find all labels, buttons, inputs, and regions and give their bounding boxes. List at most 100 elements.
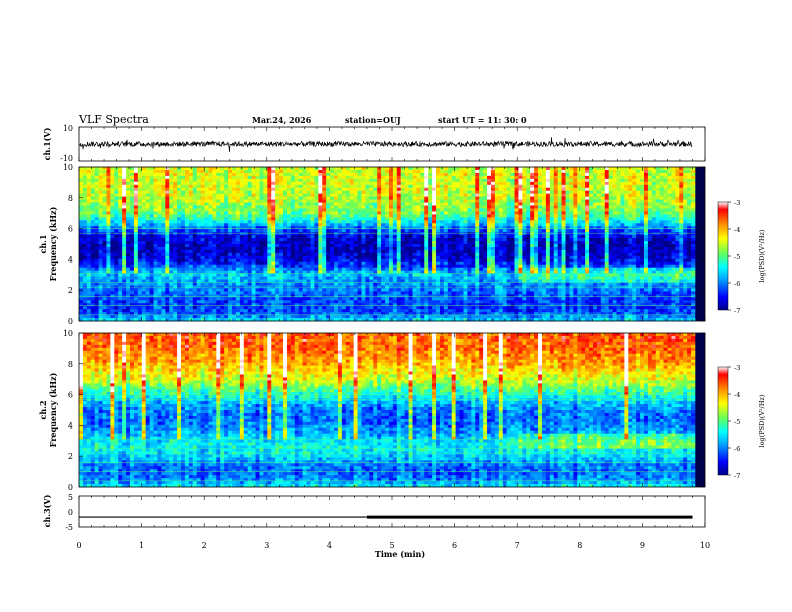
spectrogram-cell [161,294,166,298]
spectrogram-cell [243,169,249,174]
spectrogram-cell [110,193,115,197]
spectrogram-cell [216,241,221,245]
spectrogram-cell [388,175,394,180]
spectrogram-cell [400,261,405,266]
spectrogram-cell [247,226,252,230]
spectrogram-cell [110,205,115,209]
spectrogram-cell [298,187,303,191]
spectrogram-cell [416,273,421,277]
spectrogram-cell [212,288,217,292]
spectrogram-cell [286,246,292,251]
spectrogram-cell [122,318,127,322]
spectrogram-cell [192,175,197,180]
spectrogram-cell [341,226,347,230]
spectrogram-cell [259,193,264,197]
spectrogram-cell [145,220,150,224]
spectrogram-cell [263,190,268,194]
spectrogram-cell [294,208,300,212]
spectrogram-cell [400,223,405,227]
spectrogram-cell [361,232,366,236]
spectrogram-cell [267,181,272,186]
spectrogram-cell [126,211,131,215]
spectrogram-cell [232,282,237,286]
spectrogram-cell [235,202,241,206]
spectrogram-cell [133,235,139,239]
spectrogram-cell [408,214,413,218]
spectrogram-cell [341,211,347,215]
spectrogram-cell [443,267,449,271]
spectrogram-cell [259,244,264,248]
spectrogram-cell [126,208,131,212]
spectrogram-cell [283,255,288,260]
spectrogram-cell [106,261,111,266]
spectrogram-cell [341,202,347,206]
spectrogram-cell [232,279,237,283]
spectrogram-cell [283,264,288,268]
spectrogram-cell [341,169,347,174]
spectrogram-cell [130,223,135,227]
spectrogram-cell [416,309,421,313]
spectrogram-cell [286,255,292,260]
spectrogram-cell [259,178,264,183]
spectrogram-cell [157,258,162,263]
spectrogram-cell [353,282,358,286]
spectrogram-cell [130,249,135,254]
spectrogram-cell [373,312,378,316]
spectrogram-cell [243,270,249,274]
spectrogram-cell [86,303,92,307]
spectrogram-cell [157,255,162,260]
spectrogram-cell [361,258,366,263]
spectrogram-cell [373,202,378,206]
spectrogram-cell [392,229,398,233]
spectrogram-cell [428,223,433,227]
spectrogram-cell [286,178,292,183]
spectrogram-cell [369,241,374,245]
spectrogram-cell [275,184,280,189]
spectrogram-cell [126,297,131,301]
spectrogram-cell [232,309,237,313]
spectrogram-cell [322,279,327,283]
spectrogram-cell [369,205,374,209]
spectrogram-cell [298,167,303,171]
spectrogram-cell [443,288,449,292]
spectrogram-cell [357,211,362,215]
spectrogram-cell [243,246,249,251]
spectrogram-cell [396,303,402,307]
spectrogram-cell [385,279,390,283]
spectrogram-cell [247,297,252,301]
spectrogram-cell [377,246,382,251]
spectrogram-cell [82,223,88,227]
spectrogram-cell [157,238,162,242]
spectrogram-cell [377,172,382,177]
spectrogram-cell [243,273,249,277]
spectrogram-cell [349,276,354,280]
spectrogram-cell [412,211,417,215]
spectrogram-cell [322,190,327,194]
spectrogram-cell [279,315,284,319]
spectrogram-cell [424,315,429,319]
spectrogram-cell [396,318,402,322]
spectrogram-cell [396,238,402,242]
station-label: station=OUJ [345,115,401,125]
spectrogram-cell [424,279,429,283]
spectrogram-cell [267,193,272,197]
spectrogram-cell [290,303,296,307]
spectrogram-cell [330,241,335,245]
spectrogram-cell [102,181,107,186]
spectrogram-cell [267,235,272,239]
spectrogram-cell [306,214,311,218]
spectrogram-cell [404,261,409,266]
spectrogram-cell [432,169,437,174]
spectrogram-cell [400,279,405,283]
spectrogram-cell [220,223,225,227]
spectrogram-cell [196,238,201,242]
spectrogram-cell [141,300,146,304]
spectrogram-cell [420,167,425,171]
spectrogram-cell [424,282,429,286]
spectrogram-cell [290,193,296,197]
spectrogram-cell [330,193,335,197]
spectrogram-cell [192,282,197,286]
spectrogram-cell [102,309,107,313]
spectrogram-cell [114,211,119,215]
spectrogram-cell [298,196,303,200]
